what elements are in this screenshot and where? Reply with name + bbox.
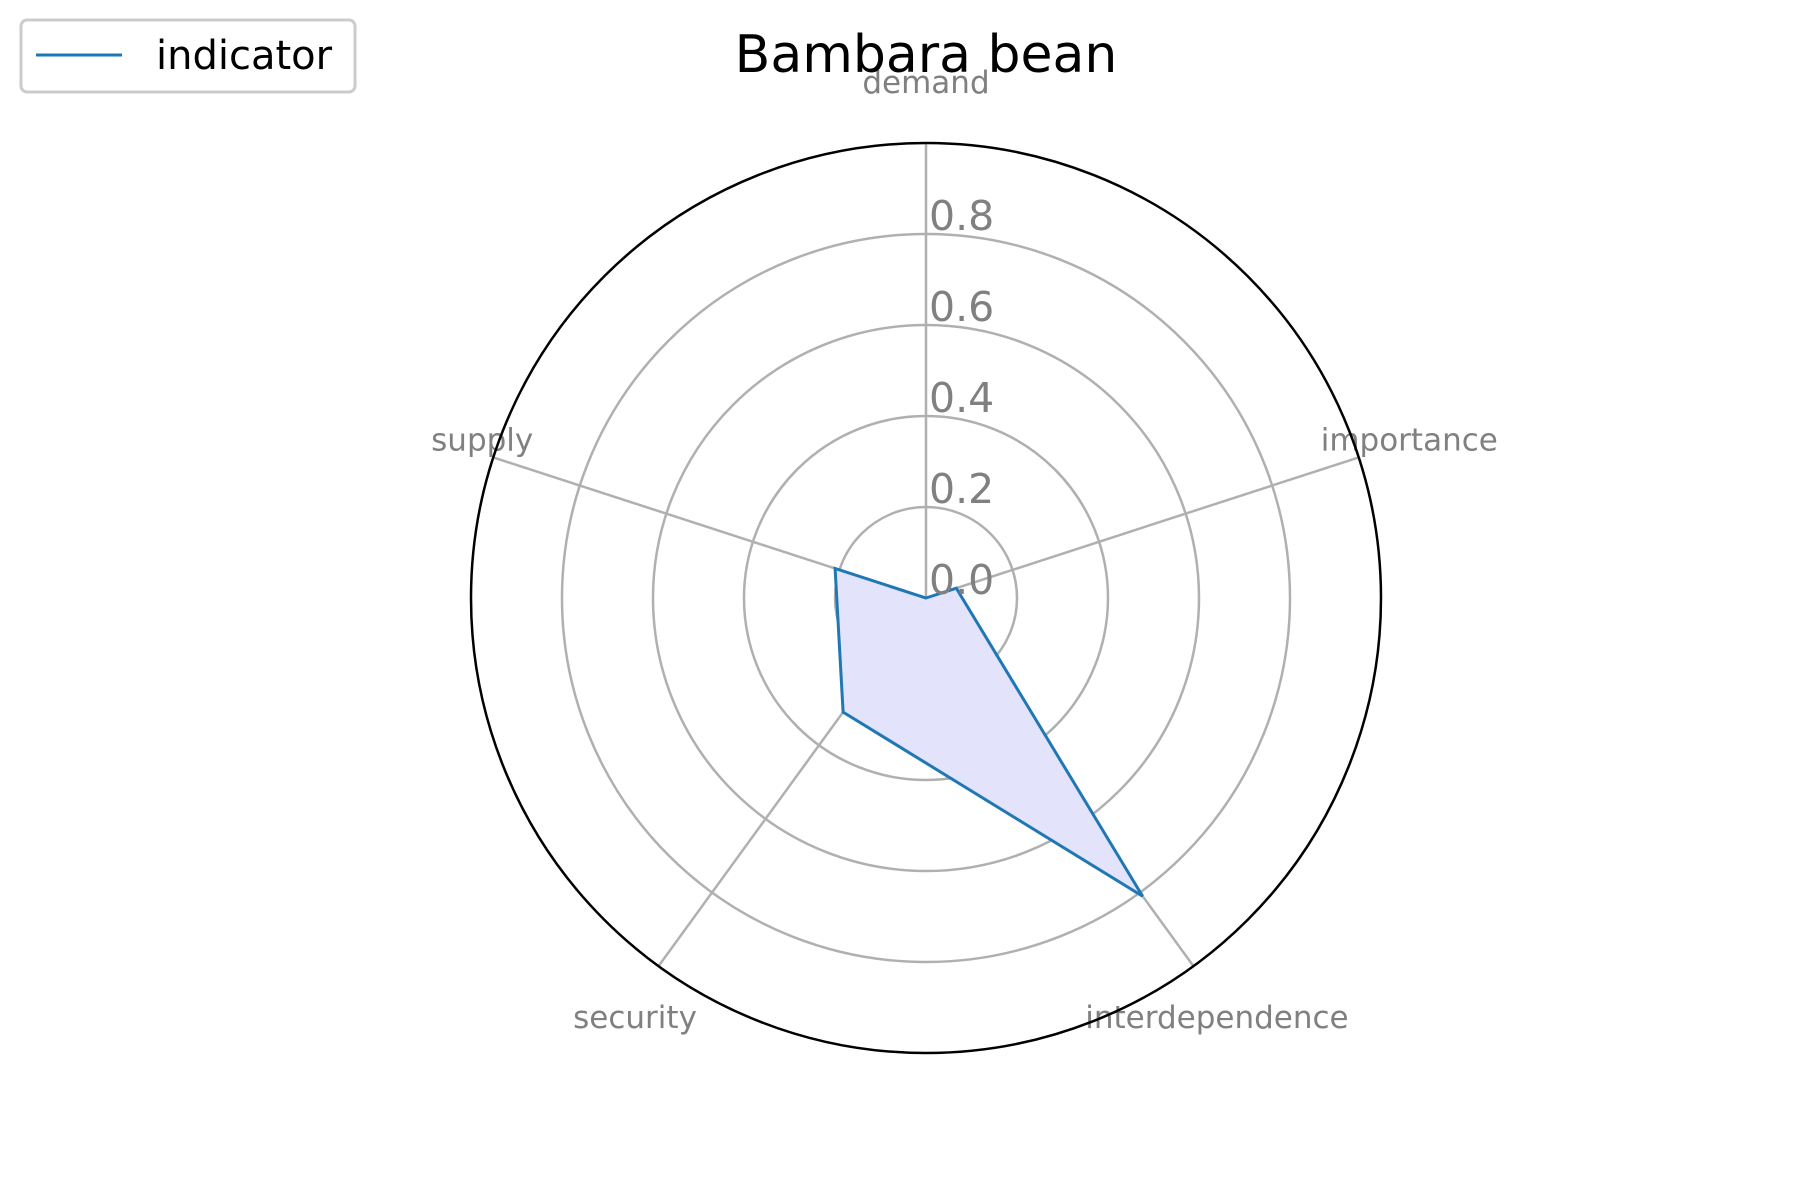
data-layer: [833, 566, 1144, 898]
outer-frame: [469, 141, 1383, 1055]
series-area-indicator: [835, 568, 1143, 897]
legend-box: [19, 18, 357, 94]
category-label-security: security: [573, 1000, 697, 1036]
category-label-interdependence: interdependence: [1085, 1000, 1348, 1036]
spoke-importance: [925, 456, 1360, 600]
category-label-supply: supply: [431, 422, 533, 458]
rtick-label: 0.6: [929, 283, 994, 331]
spoke-layer: [492, 143, 1360, 967]
legend: indicator: [19, 18, 357, 94]
rtick-label: 0.4: [929, 374, 994, 422]
category-label-importance: importance: [1321, 422, 1498, 458]
category-label-demand: demand: [862, 65, 989, 101]
rtick-label: 0.0: [929, 556, 994, 604]
series-line-indicator: [833, 566, 1144, 898]
chart-title: Bambara bean: [735, 25, 1118, 85]
tick-label-layer: 0.0 0.2 0.4 0.6 0.8: [929, 192, 994, 604]
rtick-label: 0.2: [929, 465, 994, 513]
rtick-label: 0.8: [929, 192, 994, 240]
legend-label: indicator: [156, 33, 333, 79]
